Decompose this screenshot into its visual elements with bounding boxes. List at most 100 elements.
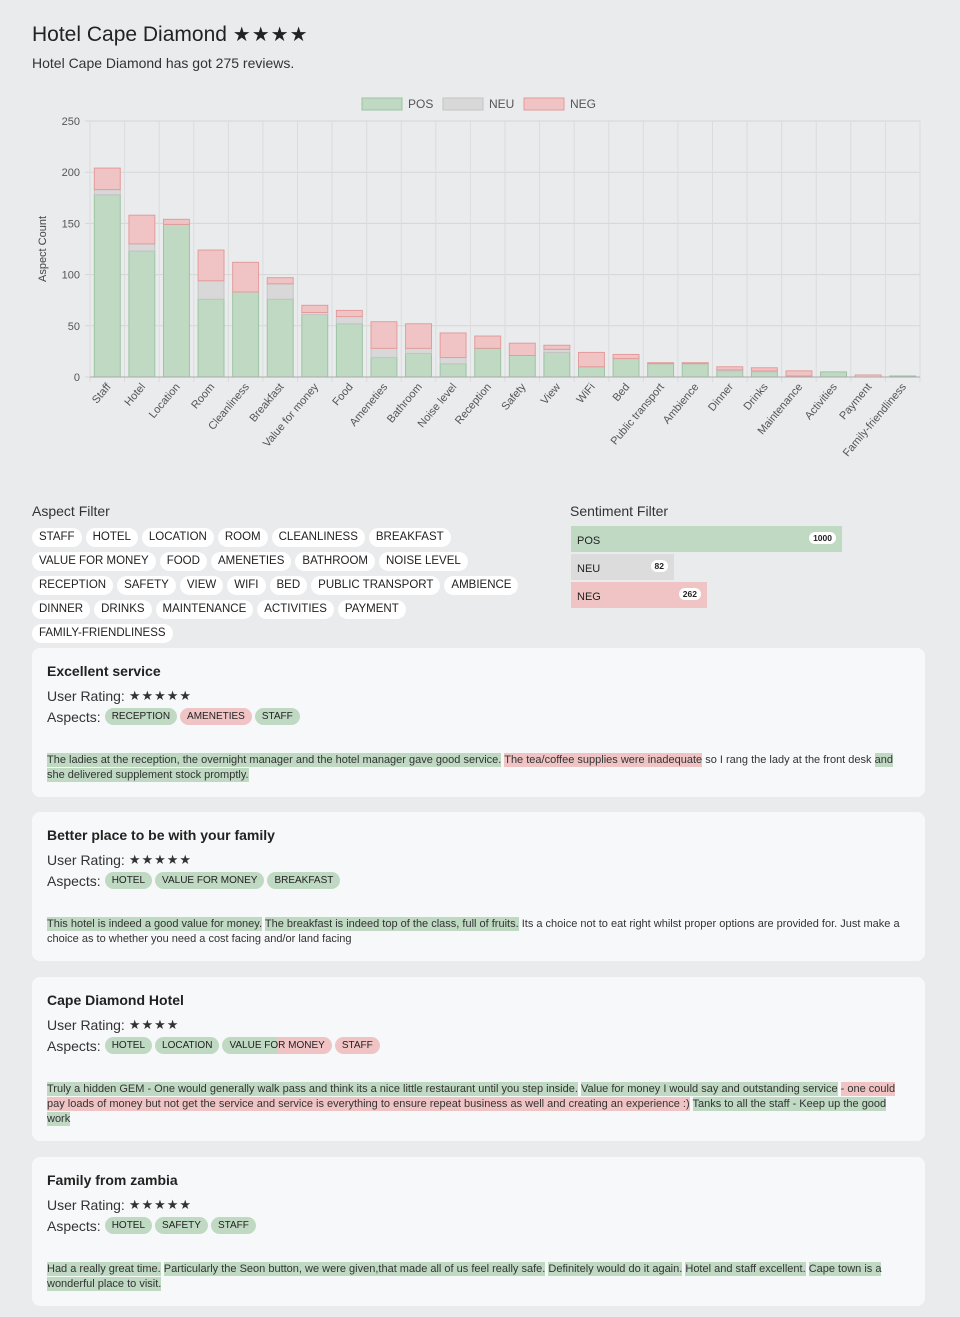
- y-tick-label: 250: [62, 116, 80, 128]
- bar-neg-hotel: [128, 214, 156, 245]
- aspect-filter-chip-value-for-money[interactable]: Value for money: [32, 552, 156, 571]
- aspect-tag-hotel[interactable]: hotel: [104, 872, 153, 889]
- bar-pos-reception: [474, 347, 502, 378]
- user-rating-stars: ★★★★: [128, 1017, 180, 1032]
- bar-neg-staff: [93, 167, 121, 191]
- y-tick-label: 150: [62, 218, 80, 230]
- aspects-label: Aspects:: [47, 708, 101, 725]
- aspect-tag-safety[interactable]: safety: [155, 1217, 208, 1234]
- bar-pos-breakfast: [266, 298, 294, 378]
- y-tick-label: 100: [62, 270, 80, 282]
- aspect-filter-chip-safety[interactable]: Safety: [117, 576, 176, 595]
- review-segment-pos: This hotel is indeed a good value for mo…: [47, 917, 263, 931]
- user-rating-label: User Rating:: [47, 1197, 125, 1213]
- legend-swatch-neg: [523, 97, 565, 111]
- aspect-tag-reception[interactable]: reception: [104, 708, 178, 725]
- review-segment-pos: The ladies at the reception, the overnig…: [47, 753, 502, 767]
- page-header: Hotel Cape Diamond ★★★★ Hotel Cape Diamo…: [32, 22, 309, 71]
- x-tick-label: Dinner: [706, 381, 736, 414]
- bar-pos-bed: [612, 358, 640, 378]
- bar-pos-food: [335, 323, 363, 378]
- sentiment-filter-bar-neu[interactable]: NEU 82: [571, 554, 674, 580]
- review-segment-pos: Value for money I would say and outstand…: [580, 1082, 838, 1096]
- bar-pos-wifi: [577, 366, 605, 378]
- review-segment-pos: Truly a hidden GEM - One would generally…: [47, 1082, 578, 1096]
- aspect-filter-chip-room[interactable]: Room: [217, 528, 268, 547]
- aspects-row: Aspects: hotel value for money breakfast: [47, 872, 910, 889]
- bar-pos-value-for-money: [301, 314, 329, 378]
- aspect-filter-chip-noise-level[interactable]: Noise level: [379, 552, 468, 571]
- aspect-filter-chip-public-transport[interactable]: Public transport: [311, 576, 441, 595]
- bar-pos-safety: [508, 354, 536, 378]
- x-tick-label: View: [539, 381, 563, 407]
- bar-neg-drinks: [750, 367, 778, 372]
- user-rating-stars: ★★★★★: [128, 688, 193, 703]
- aspect-filter-chip-activities[interactable]: Activities: [257, 600, 334, 619]
- bar-neg-ameneties: [370, 321, 398, 349]
- x-tick-label: Food: [330, 381, 355, 408]
- aspect-tag-value-for-money[interactable]: value for money: [222, 1037, 332, 1054]
- bar-neg-room: [197, 249, 225, 282]
- aspect-filter-chip-ambience[interactable]: Ambience: [444, 576, 519, 595]
- aspect-filter-chip-family-friendliness[interactable]: Family-friendliness: [32, 624, 173, 643]
- sentiment-filter-bar-pos[interactable]: POS 1000: [571, 526, 842, 552]
- bar-neu-room: [197, 280, 225, 300]
- y-tick-label: 50: [68, 321, 80, 333]
- aspect-filter-chip-reception[interactable]: Reception: [32, 576, 114, 595]
- review-segment-neu: so I rang the lady at the front desk: [702, 754, 875, 766]
- aspect-filter-chip-bed[interactable]: Bed: [269, 576, 308, 595]
- aspect-tag-breakfast[interactable]: breakfast: [267, 872, 341, 889]
- user-rating-row: User Rating: ★★★★: [47, 1017, 910, 1033]
- sentiment-filter-label: NEU: [577, 563, 601, 575]
- bar-pos-bathroom: [405, 352, 433, 378]
- aspect-tag-staff[interactable]: staff: [210, 1217, 256, 1234]
- aspect-tag-staff[interactable]: staff: [254, 708, 300, 725]
- sentiment-filter-count: 1000: [809, 532, 836, 544]
- aspect-filter-chip-hotel[interactable]: Hotel: [85, 528, 138, 547]
- aspect-filter-chip-staff[interactable]: Staff: [32, 528, 82, 547]
- hotel-star-rating: ★★★★: [232, 24, 309, 46]
- review-count-text: Hotel Cape Diamond has got 275 reviews.: [32, 55, 295, 71]
- aspect-filter-chip-view[interactable]: View: [179, 576, 224, 595]
- review-card: Better place to be with your family User …: [32, 812, 925, 961]
- aspects-label: Aspects:: [47, 872, 101, 889]
- bar-neg-cleanliness: [232, 261, 260, 293]
- legend-label-pos: POS: [408, 97, 433, 111]
- aspect-tag-hotel[interactable]: hotel: [104, 1037, 153, 1054]
- bar-pos-public-transport: [647, 363, 675, 378]
- aspect-tag-location[interactable]: location: [155, 1037, 220, 1054]
- bar-neg-view: [543, 344, 571, 350]
- aspect-filter-chip-location[interactable]: Location: [141, 528, 214, 547]
- aspect-tag-hotel[interactable]: hotel: [104, 1217, 153, 1234]
- bar-neg-bed: [612, 353, 640, 360]
- x-tick-label: Room: [189, 381, 217, 411]
- aspect-tag-staff[interactable]: staff: [334, 1037, 380, 1054]
- aspect-filter-chip-bathroom[interactable]: Bathroom: [295, 552, 375, 571]
- aspect-filter-chip-payment[interactable]: Payment: [337, 600, 406, 619]
- bar-neg-maintenance: [785, 370, 813, 377]
- review-title: Cape Diamond Hotel: [47, 992, 184, 1008]
- aspect-filter-chip-maintenance[interactable]: Maintenance: [155, 600, 254, 619]
- sentiment-filter-title: Sentiment Filter: [570, 503, 669, 519]
- aspect-filter-chip-cleanliness[interactable]: Cleanliness: [271, 528, 365, 547]
- bar-neu-food: [335, 316, 363, 325]
- bar-neg-safety: [508, 342, 536, 356]
- aspect-tag-value-for-money[interactable]: value for money: [155, 872, 265, 889]
- aspect-filter-chip-drinks[interactable]: Drinks: [94, 600, 152, 619]
- aspect-filter-chip-ameneties[interactable]: Ameneties: [210, 552, 292, 571]
- bar-pos-cleanliness: [232, 291, 260, 378]
- aspect-filter-chip-dinner[interactable]: Dinner: [32, 600, 91, 619]
- review-text: This hotel is indeed a good value for mo…: [47, 917, 910, 947]
- aspect-filter-chip-food[interactable]: Food: [159, 552, 207, 571]
- sentiment-filter-bar-neg[interactable]: NEG 262: [571, 582, 707, 608]
- x-tick-label: Payment: [837, 381, 874, 422]
- user-rating-row: User Rating: ★★★★★: [47, 688, 910, 704]
- aspects-row: Aspects: hotel safety staff: [47, 1217, 910, 1234]
- aspect-tag-ameneties[interactable]: ameneties: [180, 708, 252, 725]
- review-segment-neg: The tea/coffee supplies were inadequate: [504, 753, 703, 767]
- review-segment-pos: Particularly the Seon button, we were gi…: [163, 1262, 546, 1276]
- bar-neu-ameneties: [370, 347, 398, 359]
- aspect-filter-chip-breakfast[interactable]: Breakfast: [368, 528, 451, 547]
- bar-neu-hotel: [128, 243, 156, 252]
- aspect-filter-chip-wifi[interactable]: WiFi: [227, 576, 266, 595]
